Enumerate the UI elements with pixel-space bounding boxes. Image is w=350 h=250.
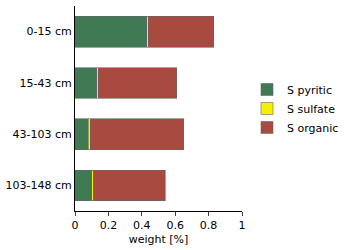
svg-text:103-148 cm: 103-148 cm [6,179,72,192]
svg-text:43-103 cm: 43-103 cm [13,128,72,141]
svg-text:0-15 cm: 0-15 cm [27,25,72,38]
svg-text:0: 0 [72,219,79,232]
svg-text:S sulfate: S sulfate [287,103,335,116]
svg-text:S organic: S organic [287,122,338,135]
svg-text:1: 1 [239,219,246,232]
svg-text:weight [%]: weight [%] [129,233,189,246]
svg-text:0.8: 0.8 [200,219,218,232]
svg-text:0.6: 0.6 [166,219,184,232]
svg-text:S pyritic: S pyritic [287,84,332,97]
svg-text:0.2: 0.2 [100,219,118,232]
svg-text:15-43 cm: 15-43 cm [20,77,72,90]
svg-text:0.4: 0.4 [133,219,151,232]
